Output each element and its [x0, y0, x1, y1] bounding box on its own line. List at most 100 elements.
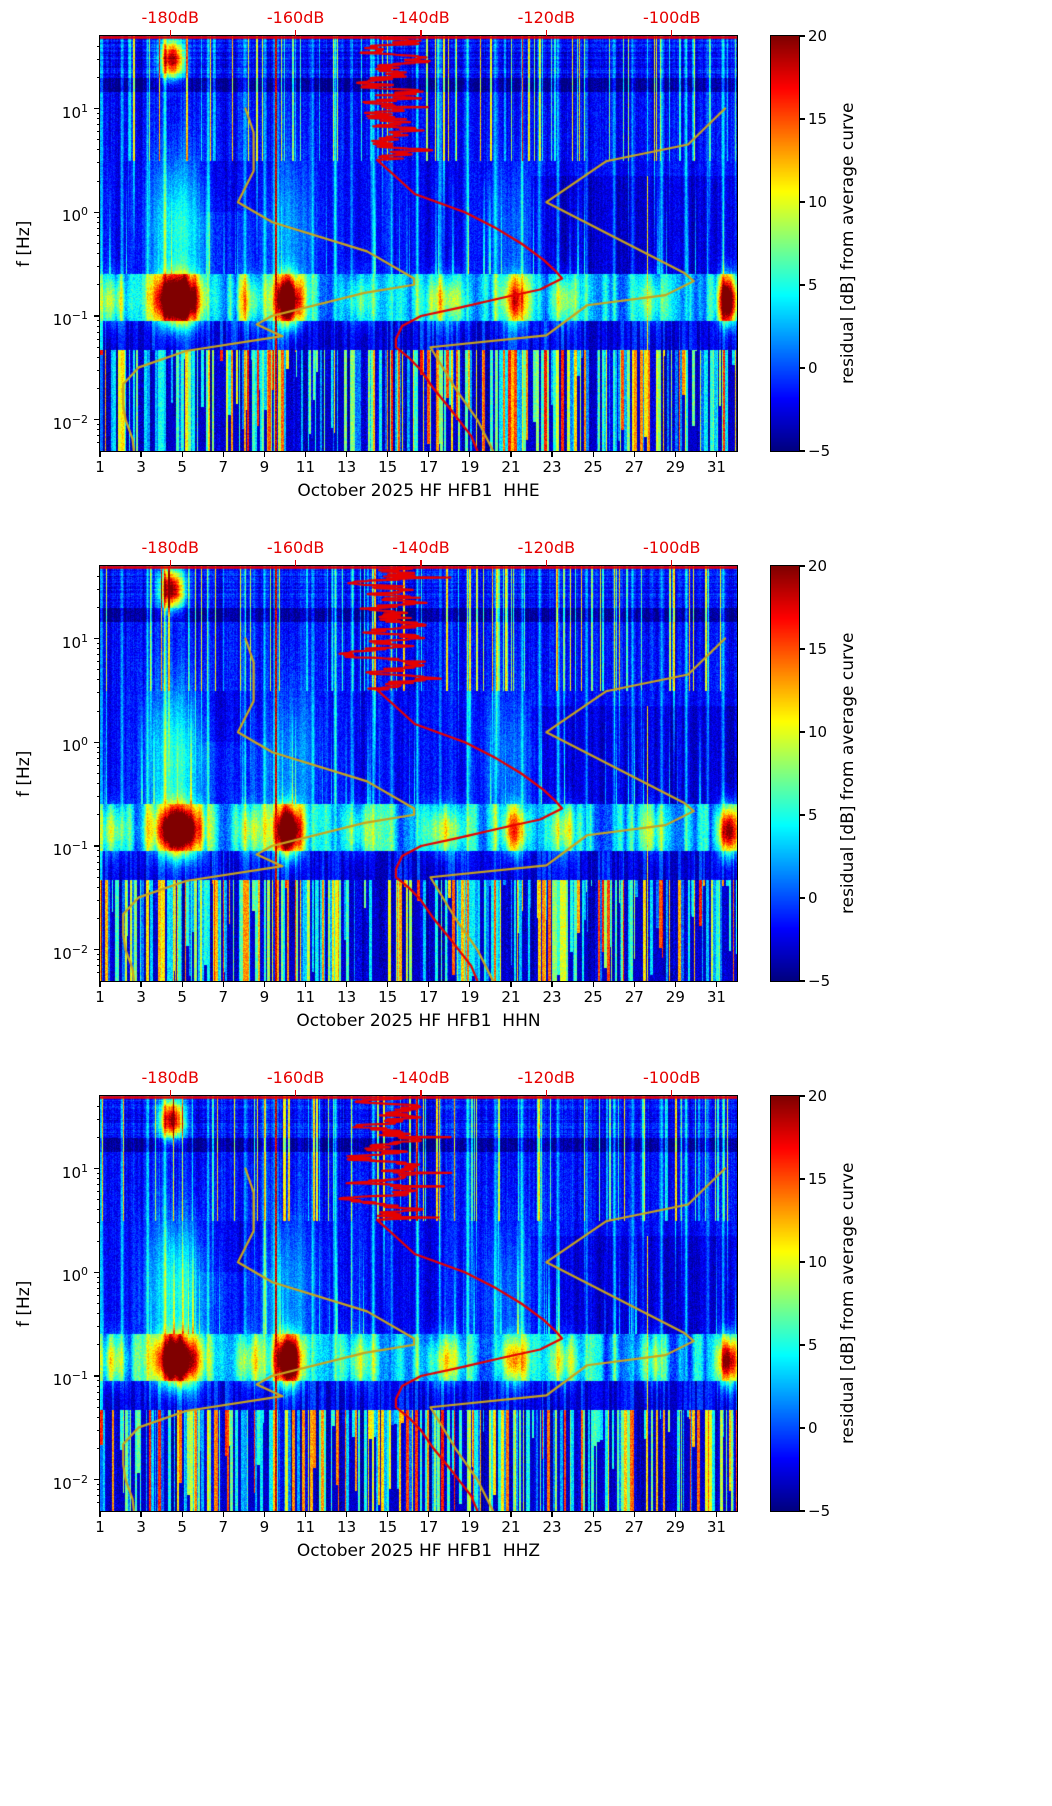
x-tick — [715, 981, 718, 987]
x-tick — [345, 451, 348, 457]
y-minor-tick — [96, 1416, 100, 1418]
x-tick — [99, 1511, 101, 1517]
y-minor-tick — [96, 234, 100, 236]
y-minor-tick — [96, 1406, 100, 1408]
colorbar-tick — [800, 897, 805, 899]
x-tick-label: 19 — [460, 988, 480, 1006]
x-tick — [140, 981, 142, 987]
y-minor-tick — [96, 1484, 100, 1485]
y-minor-tick — [96, 764, 100, 766]
y-minor-tick — [96, 899, 100, 901]
top-axis-label: -160dB — [266, 1068, 325, 1087]
y-minor-tick — [96, 1199, 100, 1201]
x-tick — [387, 451, 389, 457]
y-minor-tick — [96, 751, 100, 753]
y-minor-tick — [96, 346, 100, 348]
y-minor-tick — [96, 959, 100, 961]
y-minor-tick — [96, 886, 100, 888]
y-minor-tick — [96, 861, 100, 863]
top-tick — [545, 30, 547, 36]
y-tick — [94, 637, 100, 640]
top-axis-label: -160dB — [266, 538, 325, 557]
spectrogram-figure-hhe: f [Hz] October 2025 HF HFB1 HHE residual… — [0, 0, 1052, 530]
y-minor-tick — [96, 1184, 100, 1186]
x-tick-label: 29 — [665, 1518, 685, 1536]
colorbar-tick-label: 5 — [808, 806, 818, 824]
y-minor-tick — [96, 1495, 100, 1497]
y-minor-tick — [96, 692, 100, 694]
y-minor-tick — [96, 442, 100, 444]
x-tick-label: 25 — [583, 458, 603, 476]
colorbar-tick-label: 20 — [808, 1087, 828, 1105]
y-minor-tick — [96, 1294, 100, 1296]
spectrogram-figure-hhn: f [Hz] October 2025 HF HFB1 HHN residual… — [0, 530, 1052, 1060]
y-minor-tick — [96, 320, 100, 322]
colorbar-tick — [800, 648, 805, 650]
y-minor-tick — [96, 429, 100, 431]
colorbar-tick — [800, 980, 805, 982]
x-tick-label: 7 — [218, 458, 229, 476]
x-tick-label: 17 — [419, 1518, 439, 1536]
x-tick-label: 27 — [624, 1518, 644, 1536]
top-axis-label: -120dB — [517, 538, 576, 557]
x-tick — [222, 451, 224, 457]
colorbar-tick — [800, 1427, 805, 1429]
y-minor-tick — [96, 1502, 100, 1504]
y-minor-tick — [96, 58, 100, 60]
x-tick — [304, 1511, 307, 1517]
y-minor-tick — [96, 1489, 100, 1491]
top-axis-label: -120dB — [517, 1068, 576, 1087]
y-tick — [94, 845, 100, 847]
y-minor-tick — [96, 1240, 100, 1242]
x-tick-label: 31 — [706, 1518, 726, 1536]
colorbar-tick-label: 0 — [808, 359, 818, 377]
y-tick-label: 10−1 — [52, 309, 88, 330]
y-minor-tick — [96, 1326, 100, 1328]
top-tick — [671, 1090, 673, 1096]
colorbar-tick — [800, 35, 805, 37]
x-axis-label: October 2025 HF HFB1 HHZ — [296, 1541, 541, 1561]
top-axis-label: -140dB — [392, 1068, 450, 1087]
colorbar-tick — [800, 118, 805, 120]
y-tick — [94, 1479, 100, 1481]
colorbar-tick-label: 15 — [808, 110, 828, 128]
y-minor-tick — [96, 338, 100, 340]
top-tick — [420, 1090, 422, 1096]
x-tick — [469, 451, 471, 457]
y-minor-tick — [96, 679, 100, 681]
colorbar-tick — [800, 1344, 805, 1346]
colorbar-tick — [800, 1261, 805, 1263]
top-axis-label: -140dB — [392, 8, 450, 27]
colorbar-tick-label: −5 — [808, 972, 831, 990]
y-minor-tick — [96, 1209, 100, 1211]
x-tick-label: 1 — [95, 458, 105, 476]
x-tick — [510, 981, 512, 987]
x-tick — [592, 981, 594, 987]
x-tick-label: 27 — [624, 458, 644, 476]
y-minor-tick — [96, 1303, 100, 1304]
colorbar-tick — [800, 814, 805, 816]
x-tick — [633, 1511, 635, 1517]
x-tick — [510, 451, 512, 457]
y-minor-tick — [96, 149, 100, 151]
y-minor-tick — [96, 243, 100, 244]
colorbar-tick — [800, 1095, 805, 1097]
x-tick — [428, 981, 430, 987]
y-minor-tick — [96, 1385, 100, 1387]
top-tick — [671, 30, 673, 36]
top-axis-label: -100dB — [643, 8, 701, 27]
x-axis-label: October 2025 HF HFB1 HHN — [296, 1011, 541, 1031]
x-tick-label: 15 — [378, 988, 398, 1006]
x-tick — [633, 451, 635, 457]
y-minor-tick — [96, 661, 100, 663]
x-tick-label: 11 — [295, 1518, 316, 1536]
x-tick-label: 17 — [419, 988, 439, 1006]
x-tick — [469, 1511, 471, 1517]
top-axis-label: -120dB — [517, 8, 576, 27]
top-axis-label: -180dB — [141, 1068, 199, 1087]
x-tick-label: 11 — [295, 988, 316, 1006]
x-axis-label: October 2025 HF HFB1 HHE — [297, 481, 540, 501]
y-minor-tick — [96, 814, 100, 816]
x-tick-label: 1 — [95, 1518, 105, 1536]
y-minor-tick — [96, 972, 100, 974]
